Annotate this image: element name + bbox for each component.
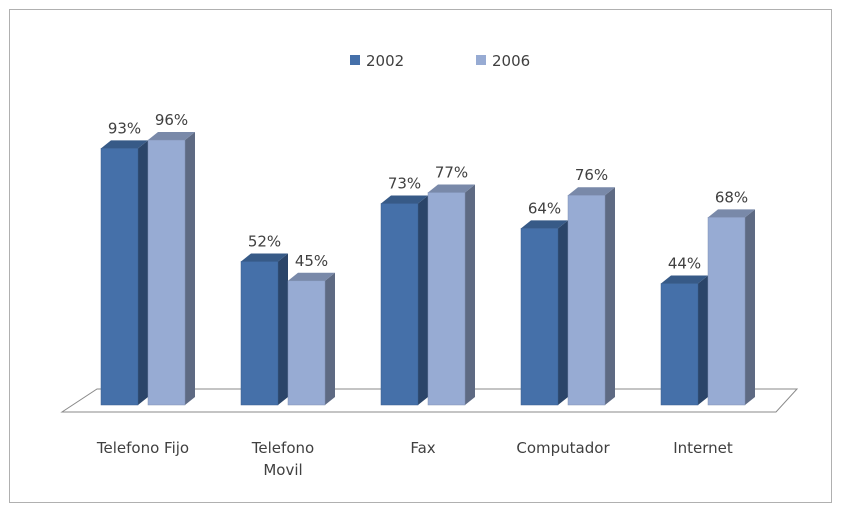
bar-side	[418, 195, 428, 405]
bar-side	[605, 187, 615, 405]
bar-side	[558, 220, 568, 405]
bar	[287, 280, 326, 406]
data-label: 52%	[248, 232, 281, 250]
data-label: 64%	[528, 199, 561, 217]
bar-top	[661, 275, 708, 284]
bar	[147, 139, 186, 406]
bar	[100, 148, 139, 406]
bar	[520, 228, 559, 406]
bar-side	[138, 140, 148, 405]
bar-side	[278, 253, 288, 405]
data-label: 93%	[108, 119, 141, 137]
bar	[567, 194, 606, 406]
bar-side	[465, 184, 475, 405]
data-label: 45%	[295, 252, 328, 270]
x-tick-label: Computador	[516, 439, 610, 457]
legend-label: 2002	[366, 52, 404, 70]
bar-top	[288, 272, 335, 281]
legend-swatch	[350, 55, 360, 65]
bar-side	[185, 132, 195, 406]
bar	[380, 203, 419, 406]
bar-top	[381, 195, 428, 204]
bar	[240, 261, 279, 406]
bar-top	[521, 220, 568, 229]
bar-side	[325, 272, 335, 405]
bar-side	[698, 275, 708, 405]
bar-top	[241, 253, 288, 262]
data-label: 68%	[715, 188, 748, 206]
x-tick-label: Internet	[673, 439, 733, 457]
bar-top	[708, 209, 755, 218]
data-label: 44%	[668, 255, 701, 273]
legend-swatch	[476, 55, 486, 65]
data-label: 96%	[155, 111, 188, 129]
bar-top	[568, 187, 615, 196]
bar-top	[428, 184, 475, 193]
x-tick-label: Fax	[410, 439, 436, 457]
data-label: 76%	[575, 166, 608, 184]
x-tick-label: Telefono Fijo	[96, 439, 190, 457]
legend-label: 2006	[492, 52, 530, 70]
bar-side	[745, 209, 755, 405]
bar-top	[148, 132, 195, 141]
x-tick-label: Telefono Movil	[251, 439, 315, 479]
bar	[660, 283, 699, 406]
data-label: 73%	[388, 175, 421, 193]
bar	[427, 192, 466, 406]
bar	[707, 217, 746, 406]
data-label: 77%	[435, 163, 468, 181]
bar-top	[101, 140, 148, 149]
